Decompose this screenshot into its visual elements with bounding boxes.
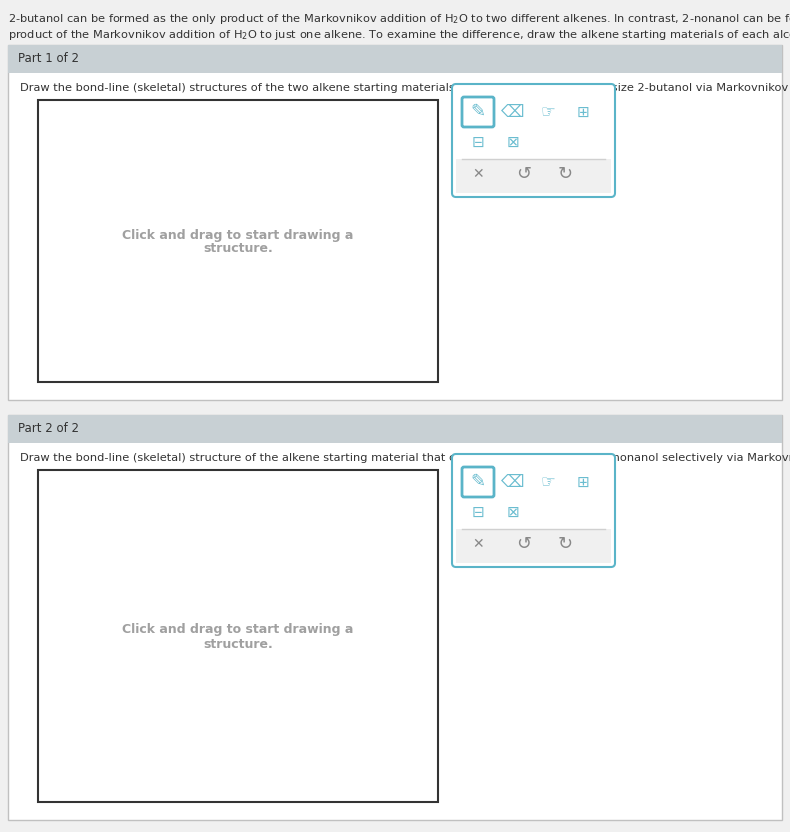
Text: ⊟: ⊟ — [472, 504, 484, 519]
FancyBboxPatch shape — [462, 467, 494, 497]
Text: ⊠: ⊠ — [506, 504, 519, 519]
FancyBboxPatch shape — [462, 97, 494, 127]
Bar — [38, 100, 438, 382]
Text: Part 2 of 2: Part 2 of 2 — [18, 423, 79, 435]
Text: ↺: ↺ — [516, 165, 531, 183]
Text: 2-butanol can be formed as the only product of the Markovnikov addition of $\mat: 2-butanol can be formed as the only prod… — [8, 12, 790, 26]
FancyBboxPatch shape — [452, 84, 615, 197]
Bar — [8, 415, 782, 443]
Text: ⊞: ⊞ — [577, 474, 589, 489]
Text: ⊠: ⊠ — [506, 135, 519, 150]
Text: product of the Markovnikov addition of $\mathregular{H_2}$O to just one alkene. : product of the Markovnikov addition of $… — [8, 28, 790, 42]
Bar — [8, 45, 782, 73]
FancyBboxPatch shape — [452, 454, 615, 567]
Text: ☞: ☞ — [540, 473, 555, 491]
Text: ⊟: ⊟ — [472, 135, 484, 150]
Bar — [8, 415, 782, 820]
Text: ✎: ✎ — [470, 473, 486, 491]
Text: ↻: ↻ — [558, 165, 573, 183]
Text: structure.: structure. — [203, 242, 273, 255]
Bar — [456, 159, 611, 193]
Bar — [8, 45, 782, 400]
Bar — [456, 529, 611, 563]
Bar — [38, 470, 438, 802]
Text: ☞: ☞ — [540, 103, 555, 121]
Text: ↺: ↺ — [516, 535, 531, 553]
Text: Click and drag to start drawing a: Click and drag to start drawing a — [122, 623, 354, 636]
Text: ⊞: ⊞ — [577, 105, 589, 120]
Text: Part 1 of 2: Part 1 of 2 — [18, 52, 79, 66]
Text: ↻: ↻ — [558, 535, 573, 553]
Text: structure.: structure. — [203, 637, 273, 651]
Text: ⌫: ⌫ — [501, 103, 525, 121]
Text: ✎: ✎ — [470, 103, 486, 121]
Text: ⌫: ⌫ — [501, 473, 525, 491]
Text: Click and drag to start drawing a: Click and drag to start drawing a — [122, 229, 354, 241]
Text: Draw the bond-line (skeletal) structures of the two alkene starting materials th: Draw the bond-line (skeletal) structures… — [20, 83, 790, 93]
Text: ✕: ✕ — [472, 537, 483, 551]
Text: Draw the bond-line (skeletal) structure of the alkene starting material that can: Draw the bond-line (skeletal) structure … — [20, 453, 790, 463]
Text: ✕: ✕ — [472, 167, 483, 181]
